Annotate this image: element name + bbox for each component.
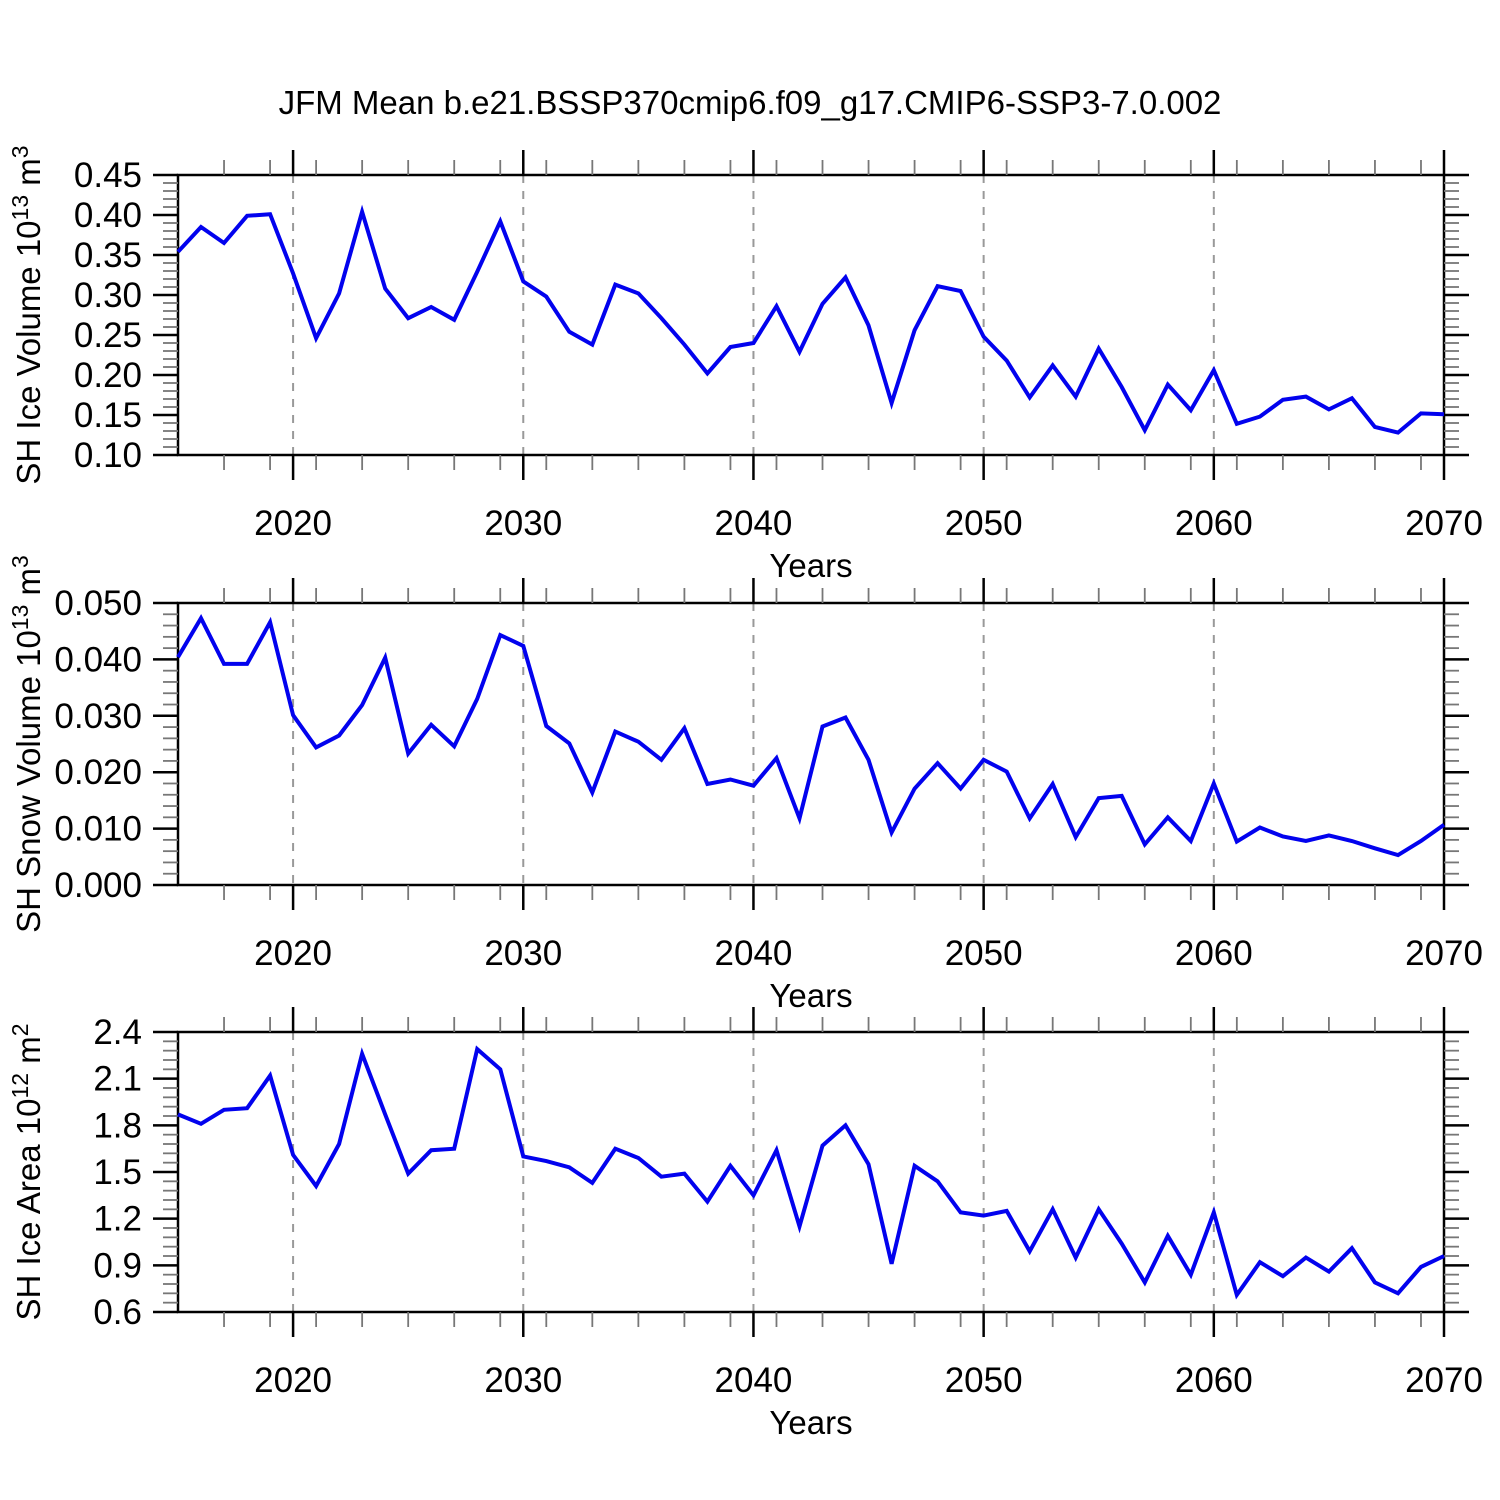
panel-1-y-tick-label: 0.40 [74, 196, 142, 235]
panel-2-x-tick-label: 2040 [715, 934, 793, 973]
panel-2-y-tick-label: 0.030 [54, 697, 142, 736]
panel-3-y-tick-label: 1.2 [93, 1200, 142, 1239]
panel-3-x-tick-label: 2020 [254, 1361, 332, 1400]
panel-1-x-tick-label: 2040 [715, 504, 793, 543]
panel-1-y-tick-label: 0.20 [74, 356, 142, 395]
panel-2-x-tick-label: 2070 [1405, 934, 1483, 973]
panel-3-x-tick-label: 2050 [945, 1361, 1023, 1400]
panel-2-x-axis-title: Years [769, 977, 852, 1014]
panel-3-y-axis-title: SH Ice Area 1012 m2 [7, 1023, 47, 1320]
panel-2-y-tick-label: 0.050 [54, 584, 142, 623]
panel-2-y-tick-label: 0.000 [54, 866, 142, 905]
panel-2-y-tick-label: 0.020 [54, 753, 142, 792]
panel-2-y-tick-label: 0.040 [54, 640, 142, 679]
panel-3-y-tick-label: 1.8 [93, 1106, 142, 1145]
panel-3-y-tick-label: 2.1 [93, 1060, 142, 1099]
panel-2-y-axis-title: SH Snow Volume 1013 m3 [7, 555, 47, 933]
panel-3-y-tick-label: 1.5 [93, 1153, 142, 1192]
panel-2-x-tick-label: 2050 [945, 934, 1023, 973]
panel-1-y-axis-title: SH Ice Volume 1013 m3 [7, 145, 47, 484]
panel-2-x-tick-label: 2060 [1175, 934, 1253, 973]
panel-2-x-tick-label: 2030 [484, 934, 562, 973]
panel-1-y-tick-label: 0.35 [74, 236, 142, 275]
panel-1-y-tick-label: 0.30 [74, 276, 142, 315]
panel-3-y-tick-label: 0.6 [93, 1293, 142, 1332]
panel-3-x-tick-label: 2030 [484, 1361, 562, 1400]
panel-1-y-tick-label: 0.10 [74, 436, 142, 475]
panel-1-x-tick-label: 2020 [254, 504, 332, 543]
panel-1-x-tick-label: 2060 [1175, 504, 1253, 543]
panel-1-frame [176, 173, 1446, 457]
panel-2-curve [176, 614, 1446, 858]
panel-2-y-tick-label: 0.010 [54, 810, 142, 849]
panel-3-y-tick-label: 0.9 [93, 1246, 142, 1285]
panel-1-y-tick-label: 0.25 [74, 316, 142, 355]
panel-1-x-tick-label: 2030 [484, 504, 562, 543]
panel-1-x-tick-label: 2050 [945, 504, 1023, 543]
panel-3-y-tick-label: 2.4 [93, 1013, 142, 1052]
panel-1-curve [176, 204, 1445, 435]
panel-1-x-tick-label: 2070 [1405, 504, 1483, 543]
panel-3-curve [177, 1045, 1445, 1300]
panel-3-x-axis-title: Years [769, 1404, 852, 1441]
panel-1-x-axis-title: Years [769, 547, 852, 584]
panel-2-x-tick-label: 2020 [254, 934, 332, 973]
panel-1-y-tick-label: 0.45 [74, 156, 142, 195]
panel-3-x-tick-label: 2040 [715, 1361, 793, 1400]
panel-3-x-tick-label: 2070 [1405, 1361, 1483, 1400]
panel-2-frame [176, 601, 1446, 887]
chart-title: JFM Mean b.e21.BSSP370cmip6.f09_g17.CMIP… [278, 84, 1222, 121]
panel-1-y-tick-label: 0.15 [74, 396, 142, 435]
panel-3-x-tick-label: 2060 [1175, 1361, 1253, 1400]
